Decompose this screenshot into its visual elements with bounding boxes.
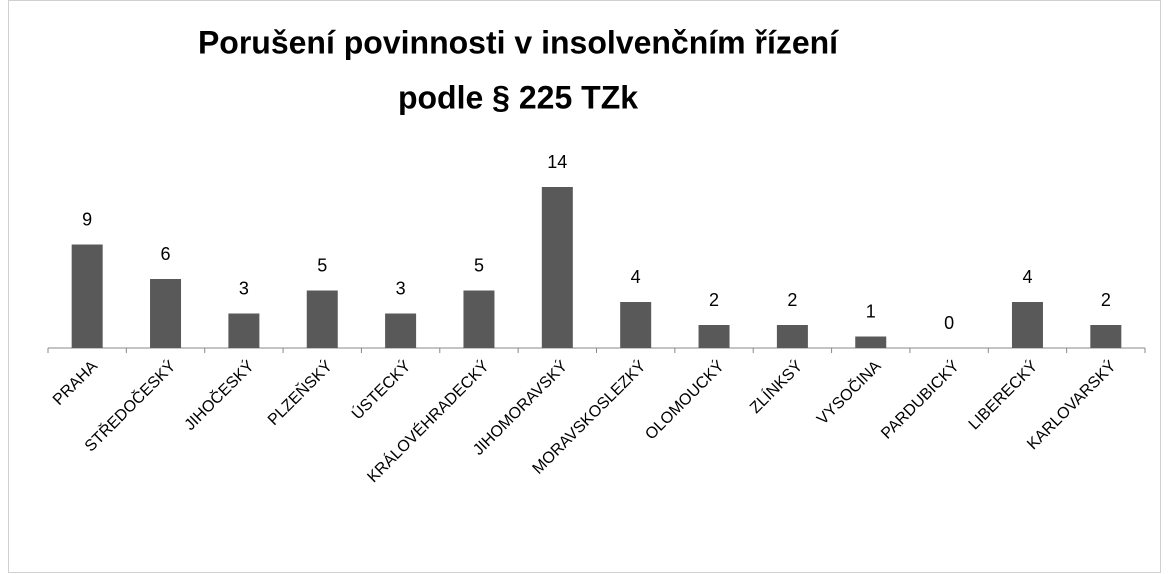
bar [71, 244, 103, 348]
bar [228, 313, 260, 348]
chart-title: Porušení povinnosti v insolvenčním řízen… [198, 24, 839, 60]
data-label: 0 [944, 313, 954, 333]
bar [385, 313, 417, 348]
data-label: 2 [1101, 290, 1111, 310]
chart-frame [8, 0, 1161, 573]
data-label: 1 [866, 301, 876, 321]
data-label: 2 [709, 290, 719, 310]
chart-title: podle § 225 TZk [398, 79, 638, 115]
data-label: 14 [547, 152, 567, 172]
data-label: 4 [631, 267, 641, 287]
bar [541, 187, 573, 348]
bar [306, 290, 338, 348]
data-label: 5 [474, 255, 484, 275]
bar [463, 290, 495, 348]
data-label: 6 [161, 244, 171, 264]
bar [855, 336, 887, 348]
data-label: 4 [1022, 267, 1032, 287]
data-label: 2 [787, 290, 797, 310]
bar [1090, 325, 1122, 348]
bar [150, 279, 182, 348]
data-label: 5 [317, 255, 327, 275]
bar [776, 325, 808, 348]
bar [620, 302, 652, 348]
bar [1011, 302, 1043, 348]
data-label: 3 [396, 278, 406, 298]
data-label: 9 [82, 209, 92, 229]
bar [698, 325, 730, 348]
data-label: 3 [239, 278, 249, 298]
